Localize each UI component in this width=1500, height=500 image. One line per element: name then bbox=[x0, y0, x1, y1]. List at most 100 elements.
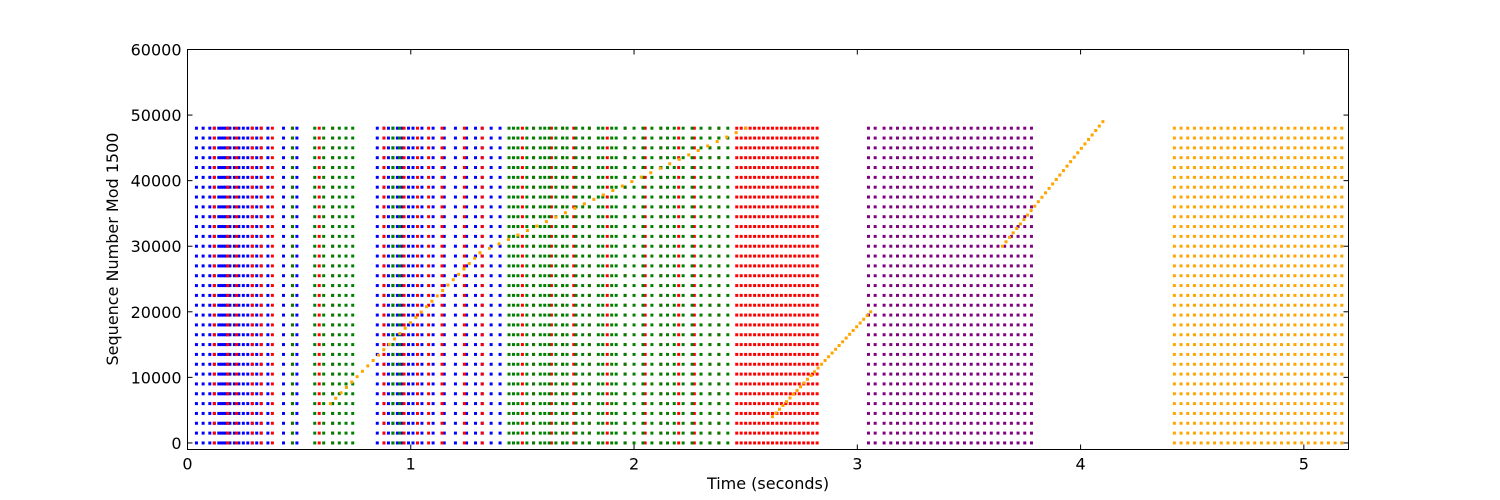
green-data-point bbox=[610, 333, 614, 337]
green-data-point bbox=[554, 323, 558, 327]
blue-data-point bbox=[453, 382, 457, 386]
purple-data-point bbox=[889, 392, 893, 396]
blue-data-point bbox=[219, 146, 223, 150]
red-data-point bbox=[793, 431, 797, 435]
blue-data-point bbox=[431, 215, 435, 219]
red-data-point bbox=[748, 225, 752, 229]
purple-data-point bbox=[1009, 166, 1013, 170]
red-data-point bbox=[212, 146, 216, 150]
purple-data-point bbox=[976, 136, 980, 140]
green-data-point bbox=[587, 313, 591, 317]
blue-data-point bbox=[465, 274, 469, 278]
blue-data-point bbox=[217, 352, 221, 356]
purple-data-point bbox=[949, 244, 953, 248]
red-data-point bbox=[212, 185, 216, 189]
red-data-point bbox=[806, 293, 810, 297]
purple-data-point bbox=[902, 421, 906, 425]
green-data-point bbox=[614, 352, 618, 356]
blue-data-point bbox=[442, 175, 446, 179]
red-data-point bbox=[427, 421, 431, 425]
purple-data-point bbox=[936, 156, 940, 160]
green-data-point bbox=[344, 215, 348, 219]
green-data-point bbox=[581, 254, 585, 258]
green-data-point bbox=[587, 284, 591, 288]
green-data-point bbox=[650, 166, 654, 170]
red-data-point bbox=[549, 185, 553, 189]
purple-data-point bbox=[949, 215, 953, 219]
purple-data-point bbox=[873, 323, 877, 327]
green-data-point bbox=[322, 225, 326, 229]
green-data-point bbox=[641, 175, 645, 179]
green-data-point bbox=[596, 362, 600, 366]
green-data-point bbox=[623, 343, 627, 347]
red-data-point bbox=[775, 421, 779, 425]
red-data-point bbox=[402, 166, 406, 170]
blue-data-point bbox=[411, 303, 415, 307]
blue-data-point bbox=[237, 372, 241, 376]
purple-data-point bbox=[1009, 146, 1013, 150]
blue-data-point bbox=[431, 411, 435, 415]
green-data-point bbox=[290, 372, 294, 376]
purple-data-point bbox=[922, 234, 926, 238]
green-data-point bbox=[726, 284, 730, 288]
purple-data-point bbox=[1029, 313, 1033, 317]
green-data-point bbox=[717, 313, 721, 317]
red-data-point bbox=[520, 254, 524, 258]
red-data-point bbox=[788, 303, 792, 307]
green-data-point bbox=[623, 126, 627, 130]
green-data-point bbox=[391, 333, 395, 337]
green-data-point bbox=[614, 421, 618, 425]
blue-data-point bbox=[217, 362, 221, 366]
purple-data-point bbox=[909, 343, 913, 347]
green-data-point bbox=[538, 293, 542, 297]
blue-data-point bbox=[375, 421, 379, 425]
red-data-point bbox=[643, 205, 647, 209]
green-data-point bbox=[614, 215, 618, 219]
blue-data-point bbox=[221, 146, 225, 150]
blue-data-point bbox=[386, 175, 390, 179]
green-data-point bbox=[547, 284, 551, 288]
red-data-point bbox=[802, 343, 806, 347]
red-data-point bbox=[402, 185, 406, 189]
purple-data-point bbox=[1009, 274, 1013, 278]
red-data-point bbox=[270, 431, 274, 435]
red-data-point bbox=[382, 234, 386, 238]
purple-data-point bbox=[873, 441, 877, 445]
blue-data-point bbox=[208, 136, 212, 140]
red-data-point bbox=[317, 431, 321, 435]
purple-data-point bbox=[929, 205, 933, 209]
red-data-point bbox=[775, 431, 779, 435]
red-data-point bbox=[757, 274, 761, 278]
red-data-point bbox=[212, 195, 216, 199]
red-data-point bbox=[212, 234, 216, 238]
blue-data-point bbox=[442, 156, 446, 160]
green-data-point bbox=[601, 402, 605, 406]
green-data-point bbox=[547, 372, 551, 376]
green-data-point bbox=[337, 421, 341, 425]
red-data-point bbox=[775, 284, 779, 288]
purple-data-point bbox=[873, 264, 877, 268]
red-data-point bbox=[549, 313, 553, 317]
purple-data-point bbox=[1029, 293, 1033, 297]
blue-data-point bbox=[266, 244, 270, 248]
purple-data-point bbox=[909, 303, 913, 307]
blue-data-point bbox=[395, 166, 399, 170]
blue-data-point bbox=[237, 136, 241, 140]
blue-data-point bbox=[217, 441, 221, 445]
blue-data-point bbox=[465, 195, 469, 199]
purple-data-point bbox=[882, 185, 886, 189]
green-data-point bbox=[538, 274, 542, 278]
purple-data-point bbox=[882, 382, 886, 386]
red-data-point bbox=[748, 146, 752, 150]
purple-data-point bbox=[909, 372, 913, 376]
red-data-point bbox=[748, 293, 752, 297]
green-data-point bbox=[561, 333, 565, 337]
green-data-point bbox=[351, 274, 355, 278]
red-data-point bbox=[317, 323, 321, 327]
blue-data-point bbox=[266, 215, 270, 219]
purple-data-point bbox=[889, 293, 893, 297]
purple-data-point bbox=[956, 352, 960, 356]
green-data-point bbox=[337, 254, 341, 258]
blue-data-point bbox=[219, 362, 223, 366]
green-data-point bbox=[344, 431, 348, 435]
